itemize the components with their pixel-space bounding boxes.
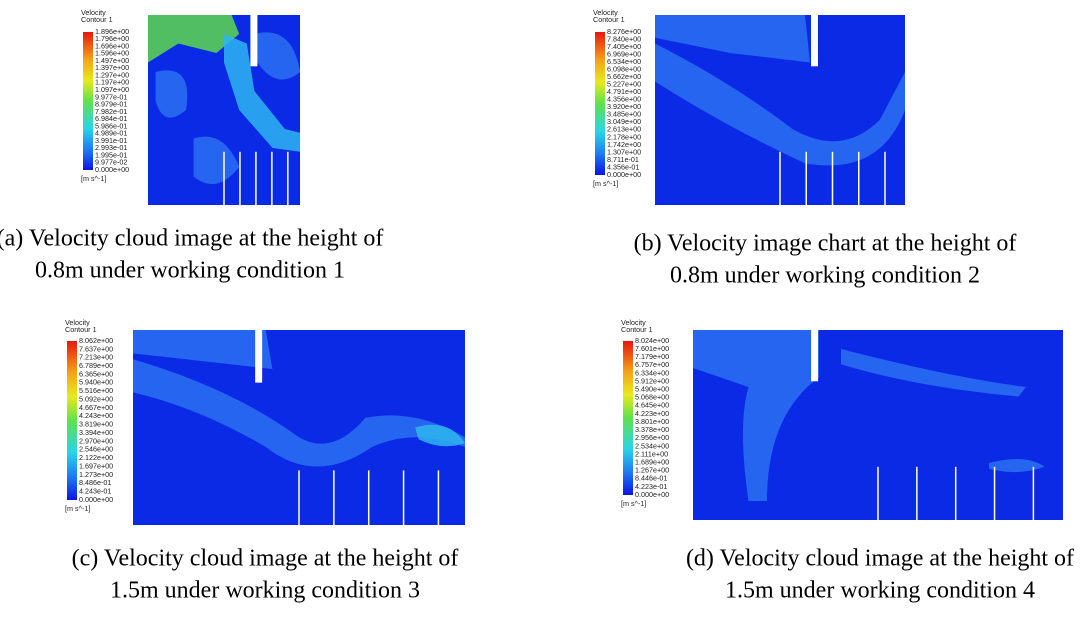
legend-unit: [m s^-1]	[81, 174, 106, 183]
legend-tick-label: 0.000e+00	[95, 165, 129, 174]
legend-tick-label: 0.000e+00	[607, 170, 641, 179]
caption: (d) Velocity cloud image at the height o…	[686, 546, 1074, 572]
figure: VelocityContour 11.896e+001.796e+001.696…	[0, 0, 1091, 617]
legend-subtitle: Contour 1	[593, 15, 625, 24]
caption: (c) Velocity cloud image at the height o…	[72, 546, 459, 572]
legend-unit: [m s^-1]	[65, 504, 90, 513]
legend-subtitle: Contour 1	[621, 325, 653, 334]
caption: 1.5m under working condition 4	[725, 578, 1035, 604]
caption: (a) Velocity cloud image at the height o…	[0, 226, 383, 252]
colorbar	[623, 341, 633, 495]
baffle	[255, 330, 262, 383]
baffle	[250, 15, 257, 66]
caption: 0.8m under working condition 2	[670, 263, 980, 289]
panel: VelocityContour 18.024e+007.601e+007.179…	[621, 318, 1074, 604]
contour-region	[156, 70, 188, 117]
caption: 1.5m under working condition 3	[110, 578, 420, 604]
legend-tick-label: 0.000e+00	[79, 495, 113, 504]
legend-subtitle: Contour 1	[81, 15, 113, 24]
caption: 0.8m under working condition 1	[35, 258, 345, 284]
caption: (b) Velocity image chart at the height o…	[634, 231, 1017, 257]
legend-unit: [m s^-1]	[621, 499, 646, 508]
colorbar	[67, 341, 77, 500]
baffle	[811, 15, 818, 66]
colorbar	[595, 32, 605, 175]
legend-subtitle: Contour 1	[65, 325, 97, 334]
legend-unit: [m s^-1]	[593, 179, 618, 188]
colorbar	[83, 32, 93, 170]
baffle	[811, 330, 818, 381]
legend-tick-label: 0.000e+00	[635, 490, 669, 499]
